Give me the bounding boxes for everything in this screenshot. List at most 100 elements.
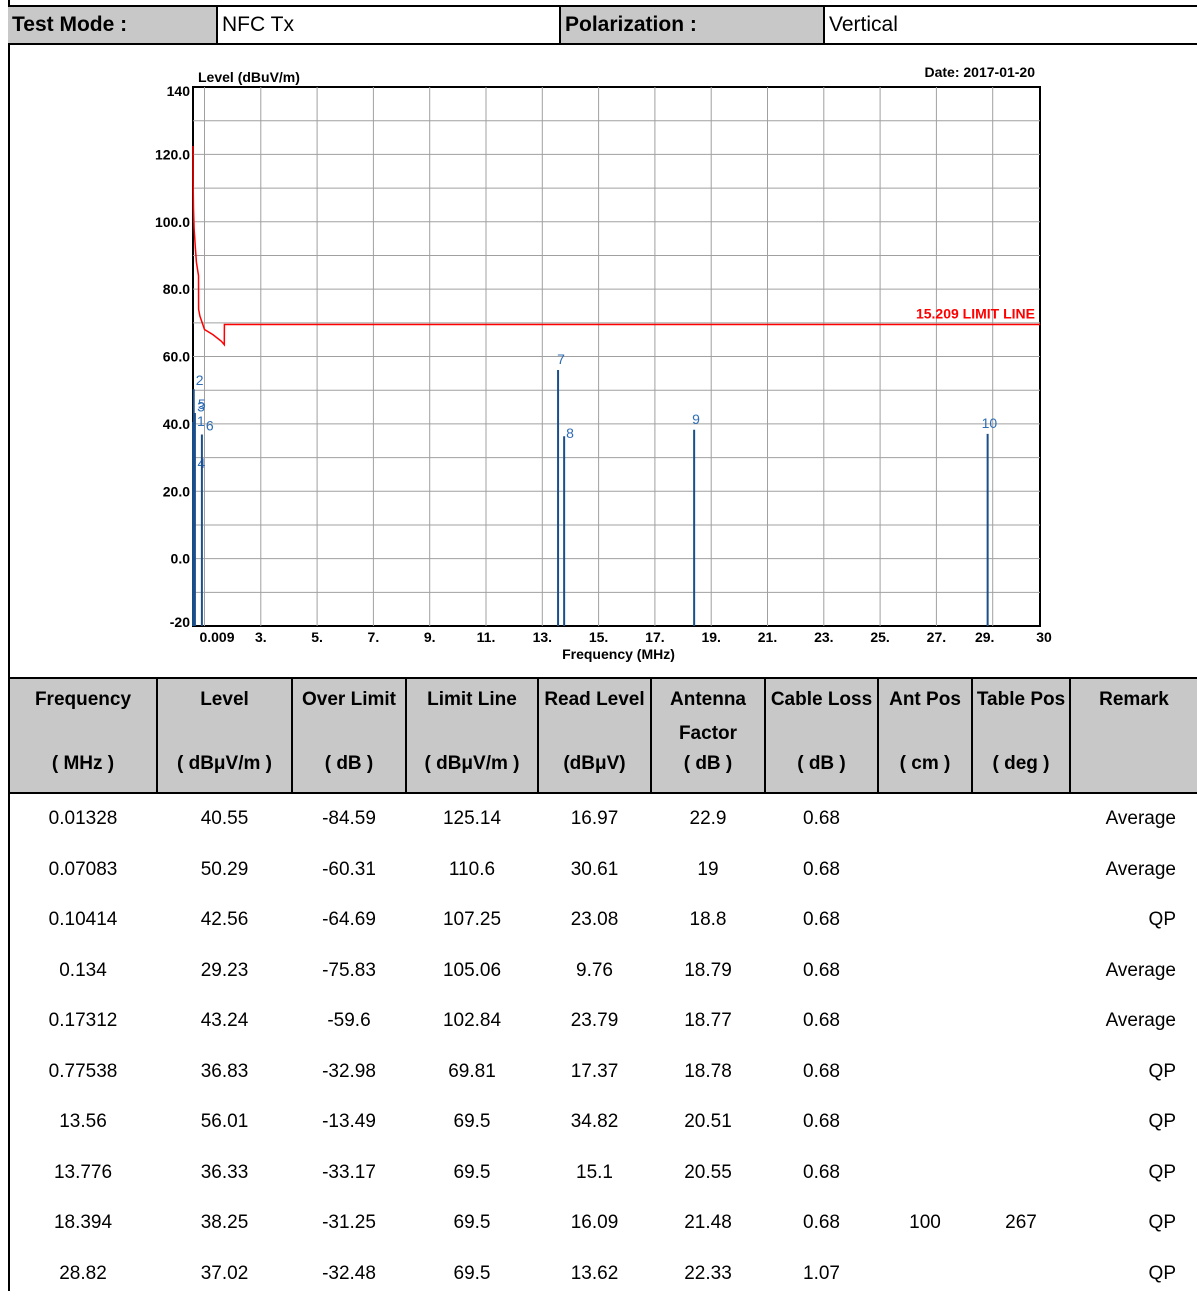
measurement-table: Frequency( MHz )Level( dBμV/m )Over Limi… <box>8 677 1197 1299</box>
x-tick-label: 23. <box>814 629 833 645</box>
table-cell: 29.23 <box>157 946 292 997</box>
column-header: Antenna Factor( dB ) <box>651 678 765 793</box>
test-mode-label: Test Mode : <box>8 7 218 43</box>
table-cell: 0.68 <box>765 996 878 1047</box>
table-cell: QP <box>1070 1148 1197 1199</box>
column-header: Table Pos( deg ) <box>972 678 1070 793</box>
y-tick-label: 120.0 <box>155 146 190 162</box>
table-cell: 0.68 <box>765 1148 878 1199</box>
table-cell: 28.82 <box>9 1249 157 1299</box>
table-cell: 0.134 <box>9 946 157 997</box>
table-cell: 69.5 <box>406 1148 538 1199</box>
table-cell: 69.5 <box>406 1249 538 1299</box>
table-cell: 13.776 <box>9 1148 157 1199</box>
table-cell: 110.6 <box>406 845 538 896</box>
table-cell: 15.1 <box>538 1148 651 1199</box>
x-tick-label: 5. <box>311 629 323 645</box>
table-cell <box>972 1249 1070 1299</box>
column-header: Remark <box>1070 678 1197 793</box>
test-info-header: Test Mode : NFC Tx Polarization : Vertic… <box>8 5 1197 45</box>
x-tick-label: 9. <box>424 629 436 645</box>
table-cell: -13.49 <box>292 1097 406 1148</box>
column-header: Level( dBμV/m ) <box>157 678 292 793</box>
y-tick-label: 0.0 <box>171 551 191 567</box>
table-header-row: Frequency( MHz )Level( dBμV/m )Over Limi… <box>9 678 1197 793</box>
table-cell: 40.55 <box>157 793 292 845</box>
table-cell: 16.09 <box>538 1198 651 1249</box>
table-cell: 267 <box>972 1198 1070 1249</box>
table-cell: 0.17312 <box>9 996 157 1047</box>
table-cell: 0.68 <box>765 946 878 997</box>
x-tick-label: 25. <box>870 629 889 645</box>
table-cell: QP <box>1070 895 1197 946</box>
x-axis-title: Frequency (MHz) <box>562 646 675 662</box>
table-cell: -59.6 <box>292 996 406 1047</box>
table-cell: QP <box>1070 1097 1197 1148</box>
marker-label: 5 <box>198 396 206 412</box>
table-cell <box>972 1148 1070 1199</box>
marker-label: 7 <box>557 351 565 367</box>
table-cell: 125.14 <box>406 793 538 845</box>
table-cell: -32.98 <box>292 1047 406 1098</box>
table-cell: 30.61 <box>538 845 651 896</box>
table-cell: 105.06 <box>406 946 538 997</box>
table-cell <box>972 895 1070 946</box>
table-cell: 0.68 <box>765 793 878 845</box>
table-cell <box>878 946 972 997</box>
table-cell: -84.59 <box>292 793 406 845</box>
table-cell: 20.51 <box>651 1097 765 1148</box>
table-cell: 18.79 <box>651 946 765 997</box>
chart-svg: 140120.0100.080.060.040.020.00.0-20Level… <box>10 45 1197 677</box>
table-cell: 0.10414 <box>9 895 157 946</box>
column-unit: ( dBμV/m ) <box>407 747 537 781</box>
column-title: Read Level <box>539 679 650 747</box>
table-cell: 1.07 <box>765 1249 878 1299</box>
table-cell: 43.24 <box>157 996 292 1047</box>
marker-label: 10 <box>982 415 998 431</box>
table-cell: 22.9 <box>651 793 765 845</box>
x-tick-label: 29. <box>975 629 994 645</box>
table-cell: 38.25 <box>157 1198 292 1249</box>
table-cell: Average <box>1070 946 1197 997</box>
table-cell <box>972 946 1070 997</box>
table-cell: 19 <box>651 845 765 896</box>
y-tick-label: 60.0 <box>163 349 190 365</box>
table-cell: 34.82 <box>538 1097 651 1148</box>
y-tick-label: 40.0 <box>163 416 190 432</box>
column-header: Over Limit( dB ) <box>292 678 406 793</box>
table-cell <box>878 793 972 845</box>
table-cell: -31.25 <box>292 1198 406 1249</box>
table-cell: QP <box>1070 1249 1197 1299</box>
table-cell: 0.68 <box>765 1047 878 1098</box>
table-cell: -60.31 <box>292 845 406 896</box>
table-cell <box>878 1148 972 1199</box>
table-cell: 23.79 <box>538 996 651 1047</box>
marker-label: 9 <box>692 411 700 427</box>
column-title: Ant Pos <box>879 679 971 747</box>
table-cell <box>878 996 972 1047</box>
x-tick-label: 21. <box>758 629 777 645</box>
table-cell: QP <box>1070 1047 1197 1098</box>
column-header: Limit Line( dBμV/m ) <box>406 678 538 793</box>
column-header: Read Level(dBμV) <box>538 678 651 793</box>
table-cell: 56.01 <box>157 1097 292 1148</box>
table-cell <box>972 793 1070 845</box>
y-tick-label: 80.0 <box>163 281 190 297</box>
table-cell: 0.07083 <box>9 845 157 896</box>
table-cell: 9.76 <box>538 946 651 997</box>
table-cell: 69.5 <box>406 1198 538 1249</box>
table-cell: 0.68 <box>765 895 878 946</box>
table-cell: 17.37 <box>538 1047 651 1098</box>
table-cell: 37.02 <box>157 1249 292 1299</box>
table-cell: 13.56 <box>9 1097 157 1148</box>
y-tick-label: 140 <box>167 83 191 99</box>
table-cell: 0.68 <box>765 845 878 896</box>
column-title: Level <box>158 679 291 747</box>
y-tick-label: 100.0 <box>155 214 190 230</box>
